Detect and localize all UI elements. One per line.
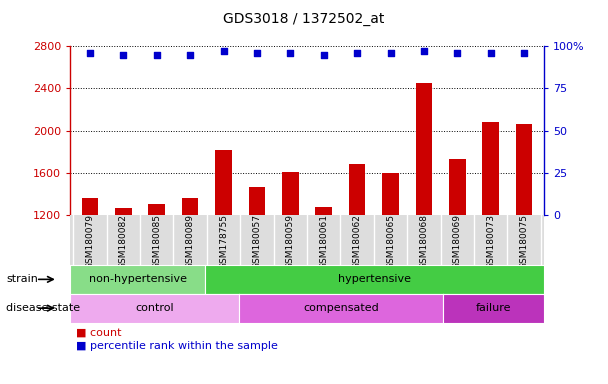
Bar [316,207,332,215]
Point [252,50,262,56]
Point [352,50,362,56]
Bar [148,204,165,215]
Point [85,50,95,56]
Bar [449,159,466,215]
Point [152,51,162,58]
Point [119,51,128,58]
Bar [382,173,399,215]
Bar [416,83,432,215]
Bar [349,164,365,215]
Point [286,50,295,56]
Text: control: control [136,303,174,313]
Point [385,50,395,56]
Point [319,51,328,58]
Bar [182,198,198,215]
Text: disease state: disease state [6,303,80,313]
Bar [249,187,265,215]
Bar [81,198,98,215]
Bar [215,149,232,215]
Text: ■ count: ■ count [76,327,122,337]
Text: strain: strain [6,274,38,285]
Text: ■ percentile rank within the sample: ■ percentile rank within the sample [76,341,278,351]
Bar [516,124,533,215]
Point [185,51,195,58]
Point [219,48,229,54]
Text: compensated: compensated [303,303,379,313]
Point [419,48,429,54]
Text: GDS3018 / 1372502_at: GDS3018 / 1372502_at [223,12,385,25]
Text: hypertensive: hypertensive [338,274,411,285]
Point [486,50,496,56]
Bar [282,172,299,215]
Bar [482,122,499,215]
Text: failure: failure [475,303,511,313]
Point [519,50,529,56]
Bar [115,208,132,215]
Text: non-hypertensive: non-hypertensive [89,274,187,285]
Point [452,50,462,56]
